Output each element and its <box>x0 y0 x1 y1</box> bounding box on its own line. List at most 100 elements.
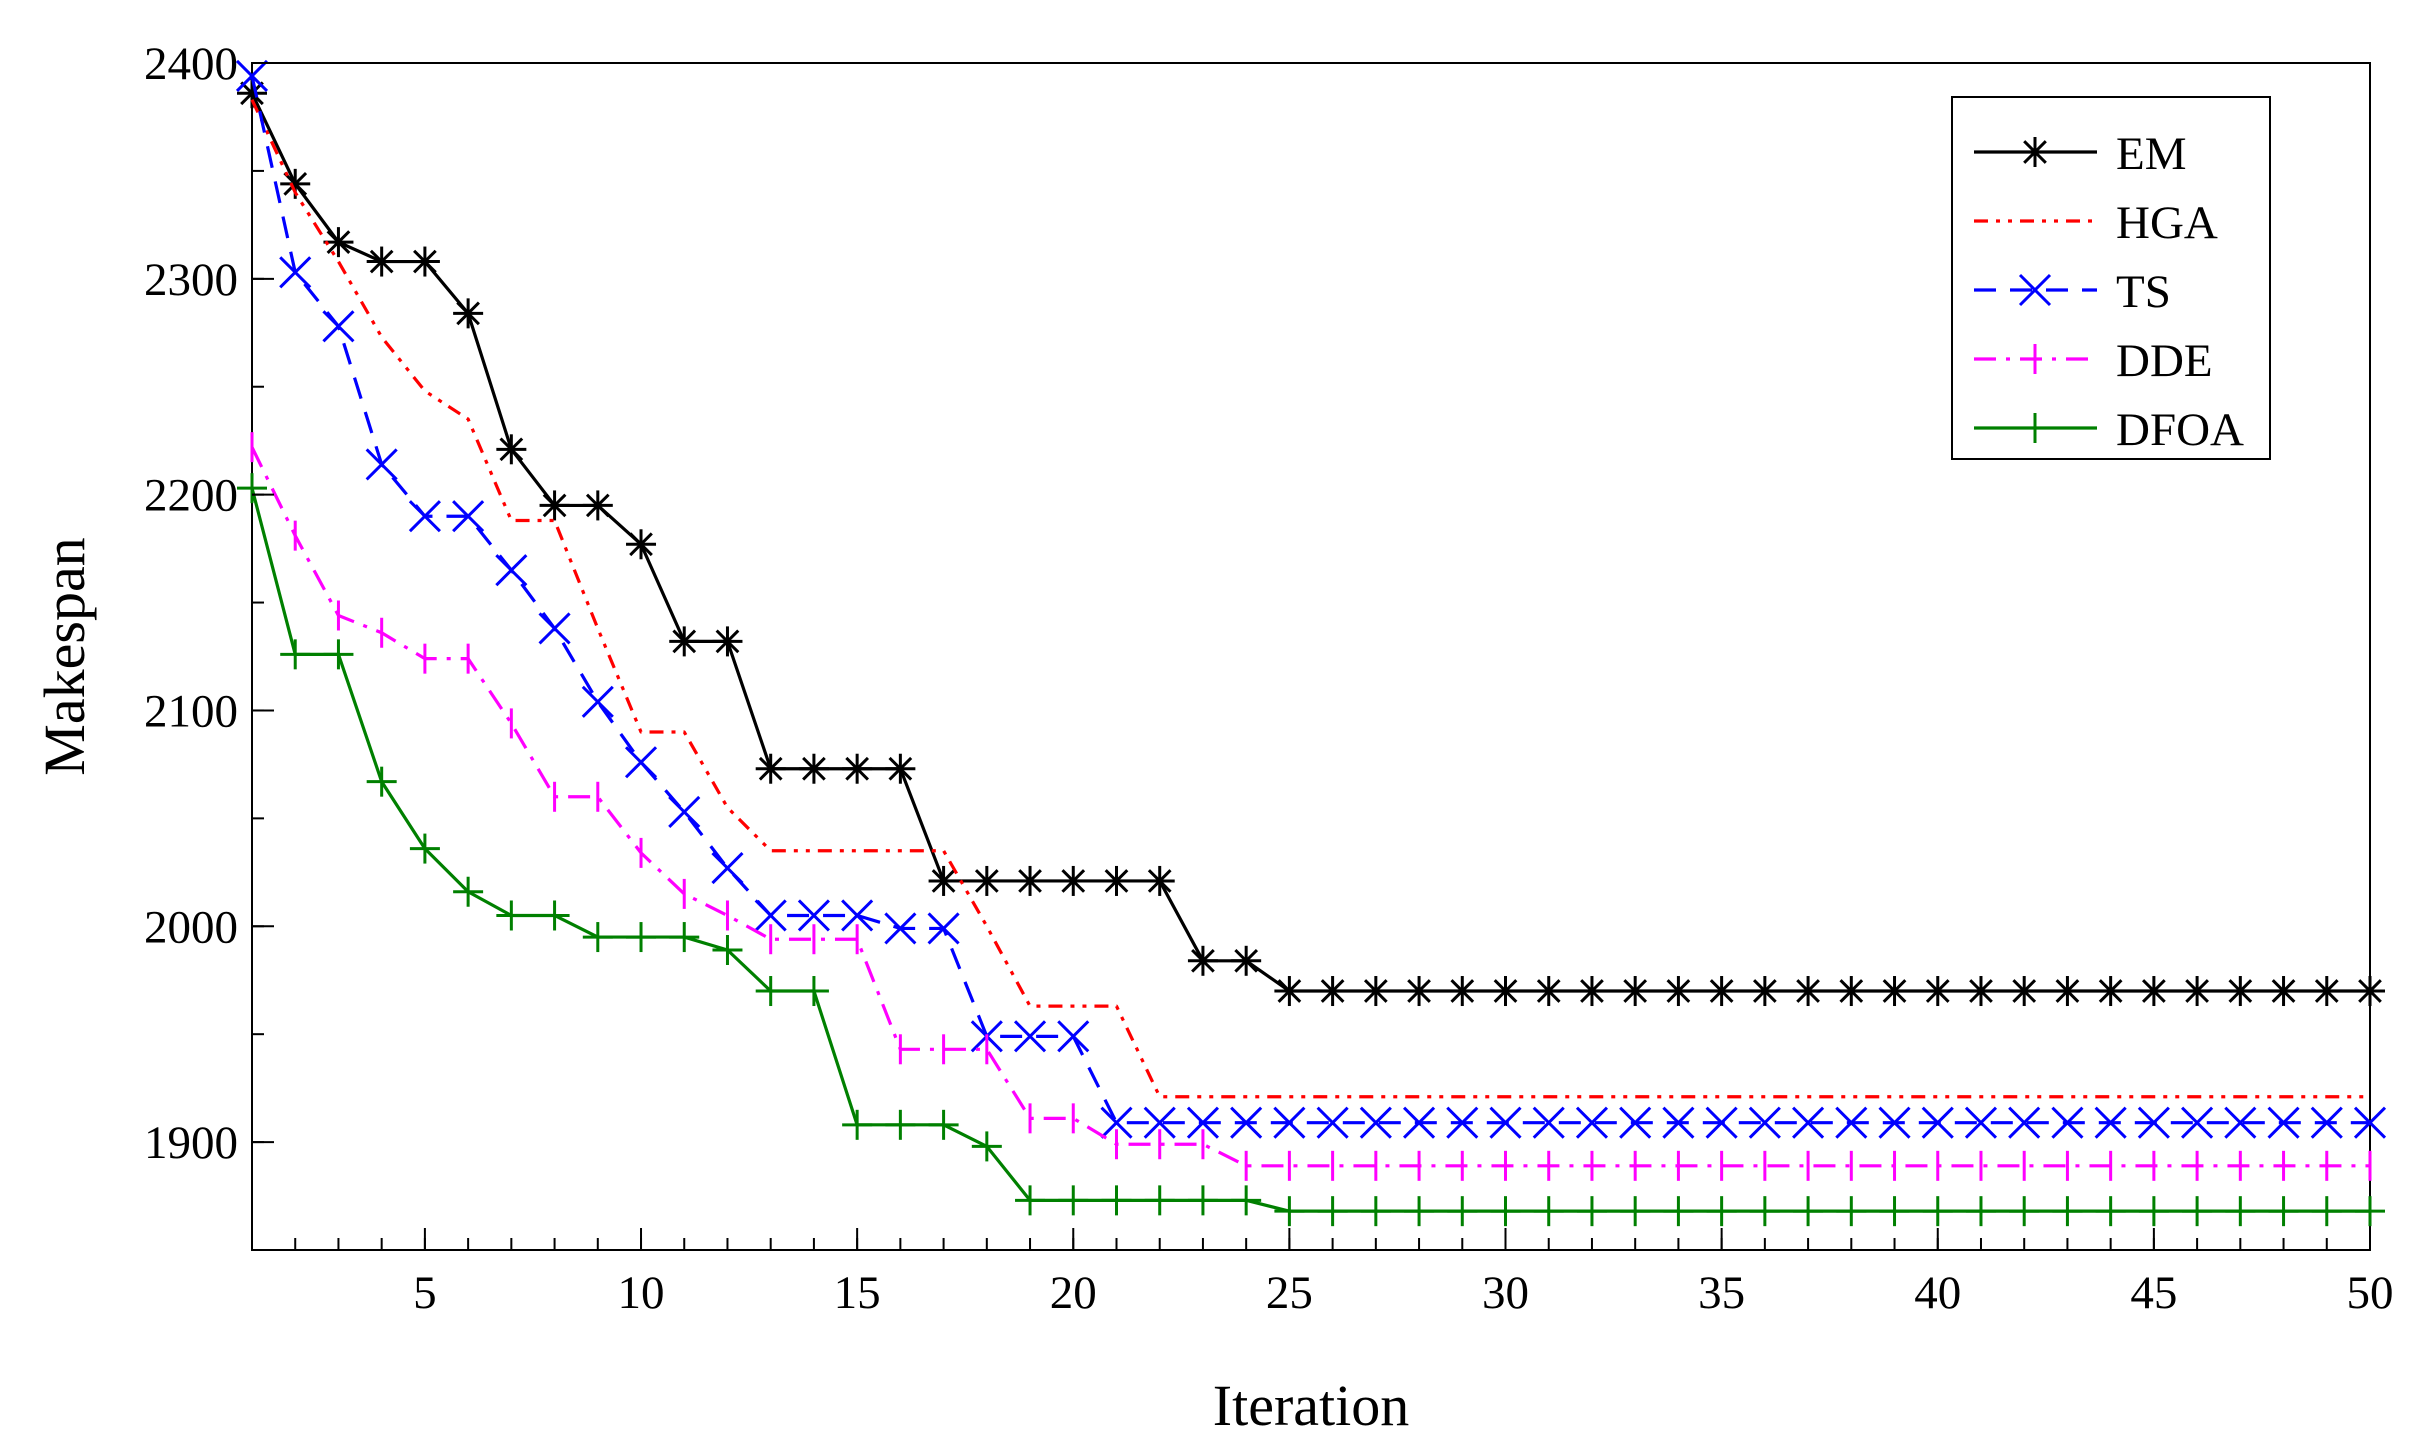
data-point-ts <box>2051 1106 2084 1139</box>
data-point-em-stroke <box>974 869 999 893</box>
data-point-em <box>1360 976 1391 1007</box>
data-point-ts-stroke <box>1100 1106 1133 1139</box>
data-point-ts <box>581 685 614 718</box>
data-point-ts <box>495 554 528 587</box>
data-point-dfoa <box>2311 1196 2342 1227</box>
data-point-ts-stroke <box>927 912 960 945</box>
data-point-em-stroke <box>1623 979 1648 1003</box>
data-point-em <box>755 753 786 784</box>
data-point-em-stroke <box>1839 979 1864 1003</box>
data-point-em-stroke <box>2055 979 2080 1003</box>
data-point-em-stroke <box>758 756 783 781</box>
data-point-em <box>1576 976 1607 1007</box>
data-point-em <box>1447 976 1478 1007</box>
data-point-em <box>2225 976 2256 1007</box>
data-point-em <box>1965 976 1996 1007</box>
data-point-ts-stroke <box>2267 1106 2300 1139</box>
data-point-ts <box>2353 1106 2387 1139</box>
series-line-ts <box>250 75 2370 1125</box>
data-point-em <box>928 865 959 896</box>
data-point-dfoa <box>1015 1185 1046 1216</box>
x-tick-label: 50 <box>2347 1267 2394 1319</box>
data-point-em <box>409 246 440 277</box>
legend: EM HGA TS DDE DFOA <box>1951 96 2271 460</box>
data-point-ts <box>1964 1106 1998 1139</box>
data-point-dfoa <box>2138 1196 2169 1227</box>
data-point-dfoa <box>2268 1196 2299 1227</box>
data-point-dfoa <box>1965 1196 1996 1227</box>
data-point-ts <box>1921 1106 1954 1139</box>
data-point-ts-stroke <box>1230 1106 1263 1139</box>
data-point-em <box>1404 976 1435 1007</box>
data-point-ts <box>1619 1106 1652 1139</box>
data-point-em-stroke <box>931 869 956 893</box>
legend-item-hga: HGA <box>1974 197 2218 249</box>
legend-label: EM <box>2116 128 2187 180</box>
data-point-em-stroke <box>2012 979 2037 1003</box>
legend-item-em: EM <box>1974 128 2187 180</box>
data-point-dfoa <box>1317 1196 1348 1227</box>
data-point-dfoa <box>366 766 397 797</box>
data-point-ts <box>1057 1020 1090 1053</box>
data-point-em-stroke <box>845 756 870 781</box>
data-point-em <box>1317 976 1348 1007</box>
data-point-em <box>1274 976 1305 1007</box>
data-point-em-stroke <box>1969 979 1993 1003</box>
data-point-dfoa <box>712 935 743 966</box>
data-point-ts <box>322 310 355 343</box>
data-point-ts <box>1878 1106 1911 1139</box>
data-point-ts <box>1359 1106 1392 1139</box>
data-point-em <box>2311 976 2342 1007</box>
data-point-em <box>885 753 916 784</box>
legend-item-dde: DDE <box>1974 335 2213 387</box>
data-point-ts <box>452 500 485 533</box>
data-point-em-stroke <box>1147 869 1172 893</box>
legend-label: TS <box>2116 266 2171 318</box>
data-point-dfoa <box>1706 1196 1737 1227</box>
data-point-ts <box>1446 1106 1479 1139</box>
data-point-dfoa <box>1058 1185 1089 1216</box>
data-point-ts <box>2310 1106 2343 1139</box>
data-point-dfoa <box>2225 1196 2256 1227</box>
data-point-ts <box>1748 1106 1781 1139</box>
data-point-dfoa <box>1274 1196 1305 1227</box>
data-point-ts <box>1013 1020 1047 1053</box>
data-point-ts-stroke <box>1792 1106 1825 1139</box>
data-point-ts-stroke <box>1489 1106 1522 1139</box>
series-line-dde <box>250 446 2370 1168</box>
data-point-dfoa <box>237 473 267 504</box>
series-dde <box>250 432 2372 1181</box>
data-point-em <box>1749 976 1780 1007</box>
data-point-dfoa <box>582 922 613 953</box>
data-point-em <box>1144 865 1175 896</box>
legend-marker-stroke <box>2023 140 2047 164</box>
data-point-ts <box>2094 1106 2127 1139</box>
x-tick-label: 5 <box>413 1267 437 1319</box>
data-point-em-stroke <box>802 756 826 781</box>
data-point-ts <box>624 746 658 779</box>
data-point-ts-stroke <box>2181 1106 2214 1139</box>
legend-label: DDE <box>2116 335 2213 387</box>
data-point-dfoa <box>1533 1196 1564 1227</box>
series-em <box>237 78 2385 1007</box>
data-point-ts-stroke <box>884 912 917 945</box>
data-point-dfoa <box>1836 1196 1867 1227</box>
legend-marker <box>2020 413 2050 443</box>
data-point-em-stroke <box>2358 979 2382 1003</box>
data-point-em-stroke <box>1450 979 1475 1003</box>
data-point-ts-stroke <box>1013 1020 1047 1053</box>
data-point-ts-stroke <box>1921 1106 1954 1139</box>
data-point-ts <box>2137 1106 2170 1139</box>
data-point-em-stroke <box>2271 979 2296 1003</box>
data-point-em <box>1922 976 1953 1007</box>
data-point-em-stroke <box>1493 979 1518 1003</box>
data-point-em <box>2355 976 2385 1007</box>
data-point-ts-stroke <box>581 685 614 718</box>
data-point-em-stroke <box>1363 979 1388 1003</box>
data-point-em <box>842 753 873 784</box>
data-point-ts <box>668 795 701 828</box>
data-point-em-stroke <box>1061 869 1086 893</box>
data-point-em <box>712 626 743 657</box>
data-point-dfoa <box>1187 1185 1218 1216</box>
